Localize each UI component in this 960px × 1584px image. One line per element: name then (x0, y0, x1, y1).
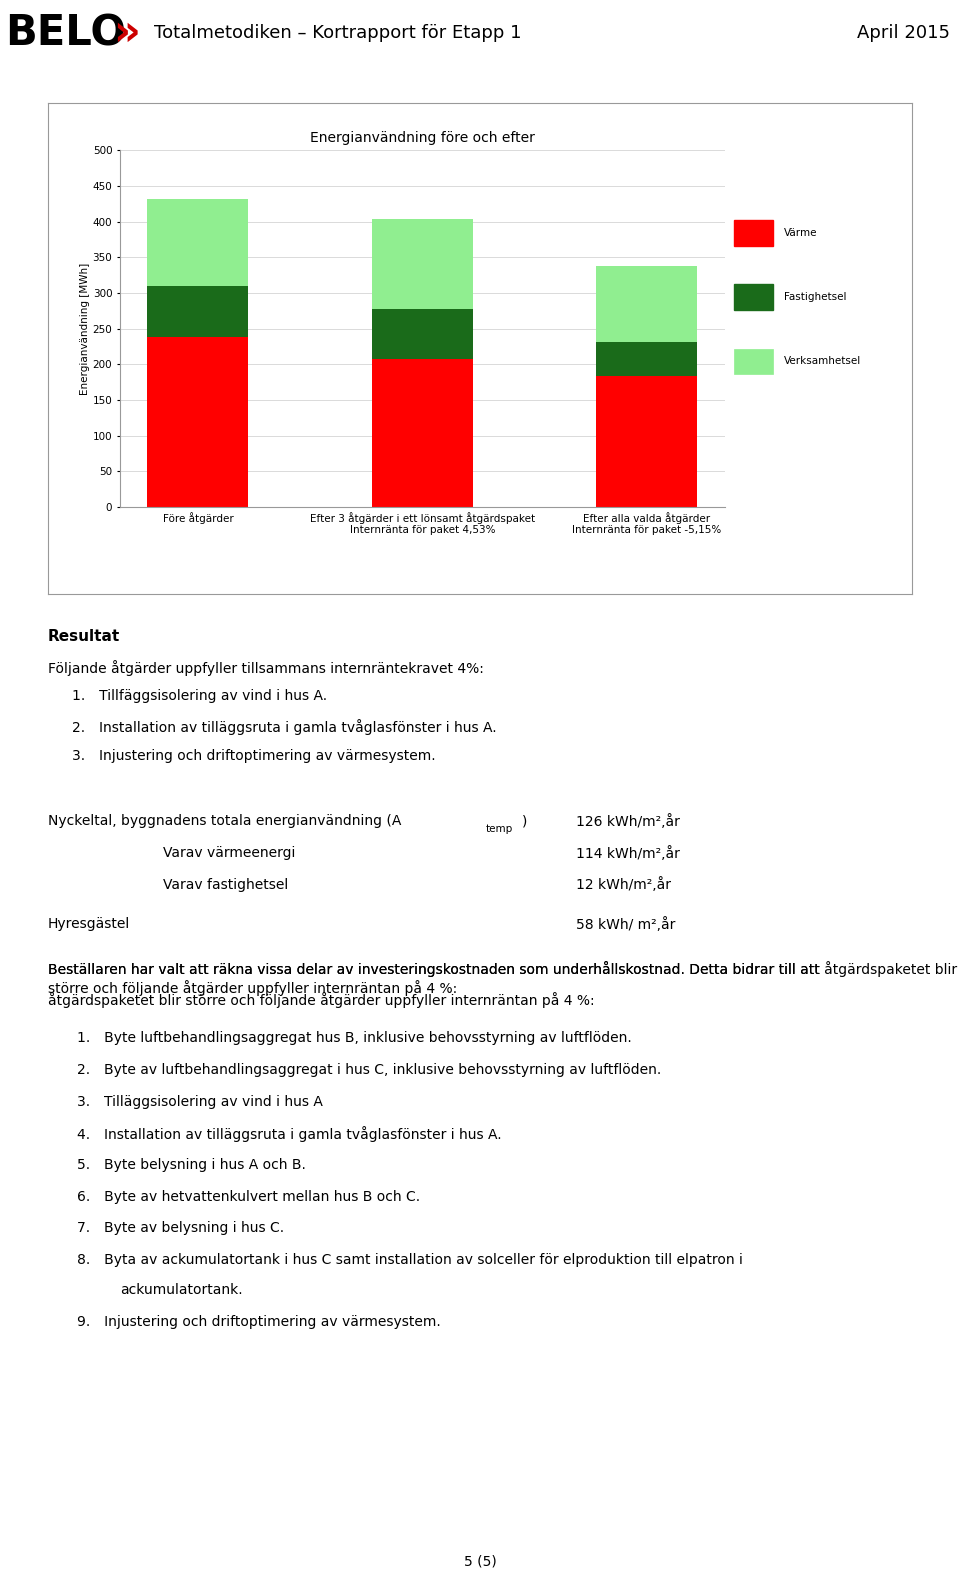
Text: Resultat: Resultat (48, 629, 120, 643)
Title: Energianvändning före och efter: Energianvändning före och efter (310, 131, 535, 146)
Text: 6. Byte av hetvattenkulvert mellan hus B och C.: 6. Byte av hetvattenkulvert mellan hus B… (77, 1190, 420, 1204)
Bar (372, 219, 473, 309)
Text: Fastighetsel: Fastighetsel (784, 293, 847, 303)
Text: 3. Injustering och driftoptimering av värmesystem.: 3. Injustering och driftoptimering av vä… (72, 749, 436, 763)
Text: Verksamhetsel: Verksamhetsel (784, 356, 861, 366)
Text: 3. Tilläggsisolering av vind i hus A: 3. Tilläggsisolering av vind i hus A (77, 1095, 323, 1109)
Bar (372, 309, 473, 360)
Bar (596, 377, 697, 507)
Text: BELO: BELO (5, 13, 126, 54)
Y-axis label: Energianvändning [MWh]: Energianvändning [MWh] (80, 263, 90, 394)
Text: Totalmetodiken – Kortrapport för Etapp 1: Totalmetodiken – Kortrapport för Etapp 1 (154, 24, 521, 43)
Text: Följande åtgärder uppfyller tillsammans internräntekravet 4%:: Följande åtgärder uppfyller tillsammans … (48, 661, 484, 676)
Text: »: » (113, 13, 140, 54)
Text: Varav värmeenergi: Varav värmeenergi (163, 846, 296, 860)
Text: ackumulatortank.: ackumulatortank. (120, 1283, 243, 1297)
Text: Varav fastighetsel: Varav fastighetsel (163, 878, 288, 892)
Bar (734, 220, 774, 246)
Bar (148, 285, 249, 337)
Text: 114 kWh/m²,år: 114 kWh/m²,år (576, 846, 680, 860)
Text: 5 (5): 5 (5) (464, 1554, 496, 1568)
Bar (148, 337, 249, 507)
Text: Värme: Värme (784, 228, 818, 238)
Text: Nyckeltal, byggnadens totala energianvändning (A: Nyckeltal, byggnadens totala energianvän… (48, 814, 401, 828)
Bar (148, 200, 249, 285)
Text: 58 kWh/ m²,år: 58 kWh/ m²,år (576, 917, 676, 931)
Text: temp: temp (486, 824, 513, 833)
Bar (596, 266, 697, 342)
Bar (734, 285, 774, 310)
Text: 12 kWh/m²,år: 12 kWh/m²,år (576, 878, 671, 892)
Text: Beställaren har valt att räkna vissa delar av investeringskostnaden som underhål: Beställaren har valt att räkna vissa del… (48, 961, 820, 977)
Text: Hyresgästel: Hyresgästel (48, 917, 131, 931)
Text: 1. Byte luftbehandlingsaggregat hus B, inklusive behovsstyrning av luftflöden.: 1. Byte luftbehandlingsaggregat hus B, i… (77, 1031, 632, 1045)
Text: åtgärdspaketet blir större och följande åtgärder uppfyller internräntan på 4 %:: åtgärdspaketet blir större och följande … (48, 992, 594, 1007)
Text: Beställaren har valt att räkna vissa delar av investeringskostnaden som underhål: Beställaren har valt att räkna vissa del… (48, 961, 957, 996)
Text: 5. Byte belysning i hus A och B.: 5. Byte belysning i hus A och B. (77, 1158, 305, 1172)
Text: 9. Injustering och driftoptimering av värmesystem.: 9. Injustering och driftoptimering av vä… (77, 1315, 441, 1329)
Text: 1. Tillfäggsisolering av vind i hus A.: 1. Tillfäggsisolering av vind i hus A. (72, 689, 327, 703)
Bar (734, 348, 774, 374)
Text: 4. Installation av tilläggsruta i gamla tvåglasfönster i hus A.: 4. Installation av tilläggsruta i gamla … (77, 1126, 501, 1142)
Text: ): ) (522, 814, 528, 828)
Text: April 2015: April 2015 (857, 24, 950, 43)
Text: 2. Byte av luftbehandlingsaggregat i hus C, inklusive behovsstyrning av luftflöd: 2. Byte av luftbehandlingsaggregat i hus… (77, 1063, 661, 1077)
Text: 8. Byta av ackumulatortank i hus C samt installation av solceller för elprodukti: 8. Byta av ackumulatortank i hus C samt … (77, 1253, 743, 1267)
Text: 126 kWh/m²,år: 126 kWh/m²,år (576, 814, 680, 828)
Bar (372, 360, 473, 507)
Bar (596, 342, 697, 377)
Text: 2. Installation av tilläggsruta i gamla tvåglasfönster i hus A.: 2. Installation av tilläggsruta i gamla … (72, 719, 496, 735)
Text: 7. Byte av belysning i hus C.: 7. Byte av belysning i hus C. (77, 1221, 284, 1236)
